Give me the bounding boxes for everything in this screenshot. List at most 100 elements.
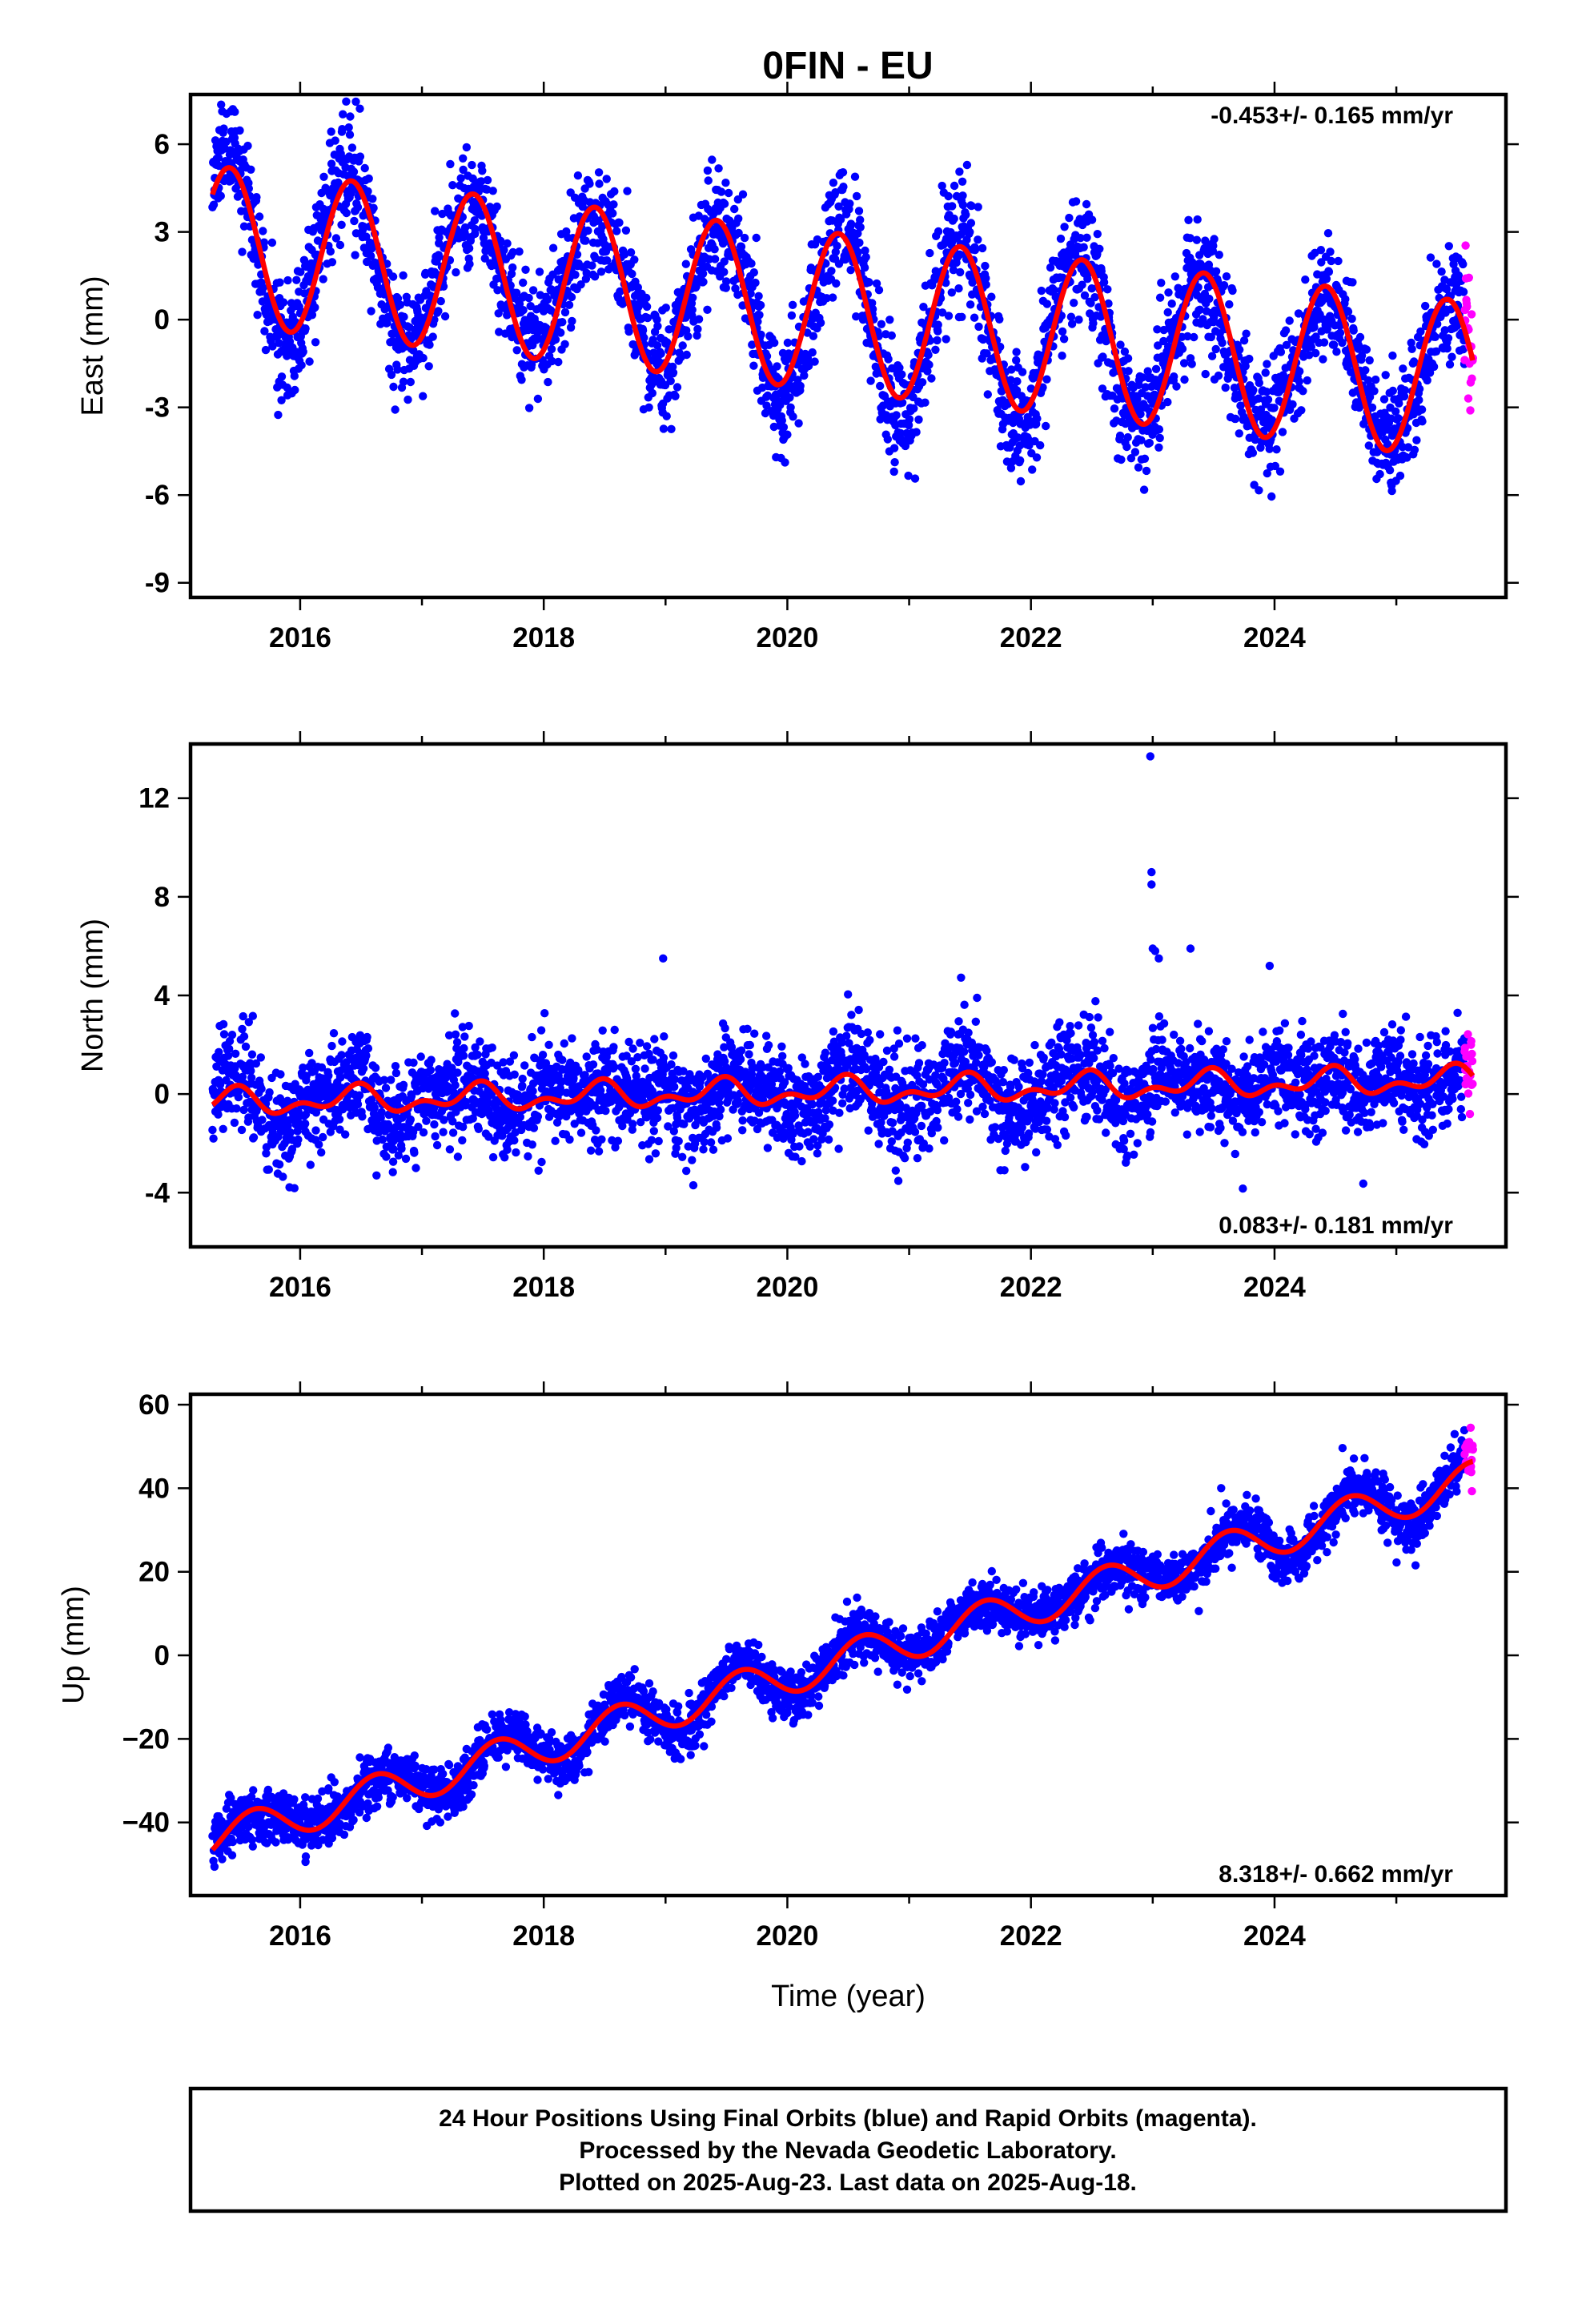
north-final-point — [524, 1152, 532, 1161]
east-final-point — [856, 215, 865, 224]
east-final-point — [642, 293, 651, 303]
north-final-point — [805, 1142, 814, 1151]
east-final-point — [1263, 360, 1271, 368]
north-final-point — [631, 1064, 640, 1074]
east-final-point — [368, 195, 377, 203]
east-final-point — [1445, 360, 1455, 369]
north-final-point — [399, 1080, 408, 1090]
north-final-point — [410, 1148, 419, 1157]
east-final-point — [1042, 375, 1051, 384]
east-final-point — [448, 181, 457, 190]
east-final-point — [1016, 476, 1026, 486]
north-final-point — [431, 1132, 440, 1141]
north-final-point — [667, 1060, 676, 1069]
east-final-point — [950, 181, 959, 191]
east-final-point — [1074, 316, 1083, 324]
east-final-point — [1157, 279, 1166, 287]
east-final-point — [781, 356, 790, 366]
east-final-point — [1221, 383, 1230, 392]
east-rate-label: -0.453+/- 0.165 mm/yr — [1211, 103, 1453, 129]
east-final-point — [1201, 236, 1210, 245]
north-final-point — [329, 1029, 339, 1038]
east-final-point — [1183, 332, 1192, 341]
east-final-point — [666, 376, 675, 385]
north-final-point — [374, 1128, 383, 1137]
east-final-point — [708, 155, 717, 164]
east-final-point — [507, 269, 516, 279]
north-final-point — [317, 1063, 327, 1072]
north-final-point — [670, 1075, 679, 1084]
north-final-point — [416, 1052, 425, 1061]
east-final-point — [1126, 454, 1136, 463]
east-final-point — [1033, 414, 1042, 423]
east-final-point — [1184, 215, 1193, 224]
east-final-point — [1028, 465, 1037, 474]
east-final-point — [866, 376, 875, 385]
east-final-point — [1104, 299, 1113, 308]
north-final-point — [427, 1055, 436, 1064]
north-final-point — [678, 1152, 687, 1162]
east-x-tick-label: 2022 — [1000, 622, 1062, 653]
east-final-point — [1079, 243, 1088, 251]
east-final-point — [1416, 327, 1425, 336]
east-final-point — [495, 328, 504, 336]
east-final-point — [1343, 308, 1353, 316]
east-final-point — [355, 104, 364, 113]
east-final-point — [1447, 352, 1456, 361]
east-final-point — [777, 416, 786, 425]
north-final-point — [353, 1100, 363, 1109]
east-final-point — [1163, 308, 1172, 317]
east-final-point — [787, 311, 797, 320]
north-final-point — [445, 1145, 455, 1154]
east-final-point — [560, 308, 570, 317]
east-final-point — [800, 371, 809, 380]
north-final-point — [795, 1142, 804, 1151]
east-final-point — [419, 353, 428, 363]
east-final-point — [1207, 332, 1216, 342]
east-final-point — [934, 227, 943, 236]
east-final-point — [558, 318, 567, 327]
north-final-point — [551, 1136, 560, 1145]
east-y-tick-label: -3 — [145, 392, 170, 424]
east-final-point — [868, 299, 877, 308]
east-final-point — [730, 204, 739, 214]
east-final-point — [829, 179, 838, 187]
east-final-point — [682, 350, 691, 360]
east-final-point — [404, 395, 412, 404]
east-final-point — [1059, 335, 1069, 344]
north-final-point — [358, 1112, 367, 1121]
north-final-point — [743, 1024, 752, 1034]
east-final-point — [1263, 468, 1272, 478]
east-final-point — [733, 195, 742, 204]
north-final-point — [682, 1166, 691, 1176]
north-final-point — [397, 1144, 406, 1153]
north-final-point — [778, 1051, 787, 1061]
east-final-point — [1154, 443, 1163, 452]
east-final-point — [400, 312, 408, 321]
east-final-point — [1066, 312, 1076, 321]
east-final-point — [471, 224, 480, 234]
north-final-point — [327, 1041, 336, 1051]
east-final-point — [652, 341, 662, 350]
east-final-point — [860, 263, 869, 272]
east-final-point — [396, 300, 405, 309]
east-final-point — [966, 300, 975, 309]
north-final-point — [341, 1130, 350, 1139]
east-final-point — [896, 428, 905, 438]
east-final-point — [503, 239, 512, 248]
east-final-point — [533, 394, 543, 404]
east-final-point — [235, 126, 244, 135]
east-final-point — [1332, 348, 1341, 356]
north-final-point — [512, 1148, 520, 1157]
east-final-point — [1087, 284, 1096, 293]
east-final-point — [809, 332, 818, 340]
east-final-point — [1410, 445, 1419, 454]
east-final-point — [1403, 453, 1411, 462]
east-final-point — [1086, 299, 1095, 308]
north-final-point — [536, 1026, 546, 1035]
east-final-point — [958, 200, 968, 210]
east-final-point — [1110, 404, 1119, 413]
north-final-point — [264, 1165, 273, 1174]
east-final-point — [299, 348, 307, 356]
